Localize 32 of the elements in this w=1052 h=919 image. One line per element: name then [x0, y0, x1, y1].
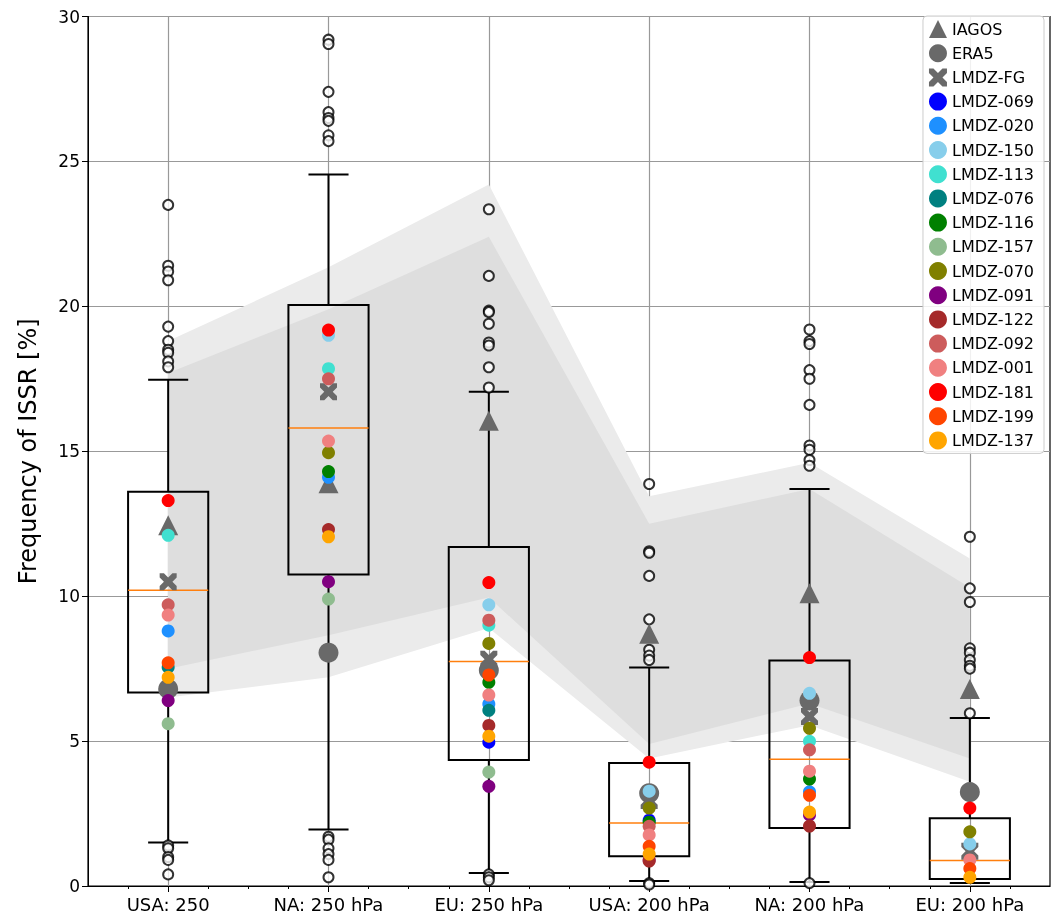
legend-label: LMDZ-070 — [951, 261, 1034, 281]
y-tick-label: 25 — [58, 151, 80, 172]
y-tick-label: 30 — [58, 6, 80, 27]
x-tick-label: USA: 200 hPa — [588, 893, 710, 915]
legend-label: LMDZ-020 — [951, 116, 1034, 136]
legend-label: LMDZ-001 — [951, 358, 1034, 378]
y-tick-label: 0 — [69, 876, 80, 896]
legend-label: LMDZ-150 — [951, 140, 1034, 160]
x-tick-label: NA: 200 hPa — [754, 893, 865, 915]
legend-label: LMDZ-122 — [951, 309, 1034, 329]
x-tick-label: EU: 250 hPa — [434, 893, 544, 915]
legend-label: LMDZ-069 — [951, 92, 1034, 112]
legend-label: IAGOS — [951, 19, 1003, 39]
legend-label: LMDZ-113 — [951, 164, 1034, 184]
x-tick-label: NA: 250 hPa — [273, 893, 384, 915]
y-axis-title: Frequency of ISSR [%] — [14, 318, 42, 585]
legend-label: ERA5 — [951, 43, 994, 63]
legend-label: LMDZ-199 — [951, 406, 1034, 426]
legend-label: LMDZ-116 — [951, 213, 1034, 233]
legend-label: LMDZ-181 — [951, 382, 1034, 402]
y-tick-label: 10 — [58, 586, 80, 607]
legend-label: LMDZ-137 — [951, 430, 1034, 450]
legend-label: LMDZ-076 — [951, 188, 1034, 208]
legend-label: LMDZ-091 — [951, 285, 1034, 305]
y-tick-label: 20 — [58, 296, 80, 317]
y-tick-label: 15 — [58, 441, 80, 462]
x-tick-label: USA: 250 — [126, 893, 210, 915]
legend-label: LMDZ-092 — [951, 334, 1034, 354]
x-tick-label: EU: 200 hPa — [915, 893, 1025, 915]
y-tick-label: 5 — [69, 731, 80, 752]
legend-label: LMDZ-157 — [951, 237, 1034, 257]
legend-label: LMDZ-FG — [951, 67, 1026, 87]
